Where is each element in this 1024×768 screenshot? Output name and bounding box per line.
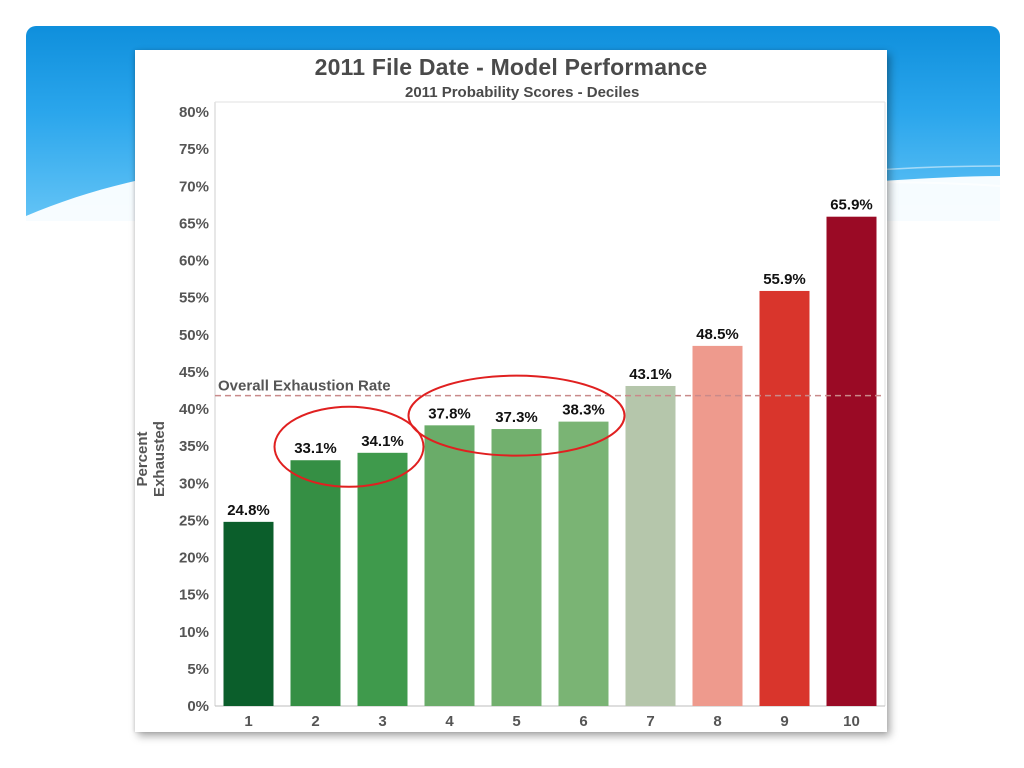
y-tick-label: 40% xyxy=(179,401,209,418)
bar xyxy=(558,421,609,706)
bar-value-label: 55.9% xyxy=(763,271,806,288)
y-tick-label: 30% xyxy=(179,475,209,492)
y-tick-label: 25% xyxy=(179,512,209,529)
y-tick-label: 45% xyxy=(179,364,209,381)
bar-value-label: 24.8% xyxy=(227,502,270,519)
bar-value-label: 37.8% xyxy=(428,405,471,422)
bar xyxy=(625,385,676,706)
y-tick-label: 55% xyxy=(179,290,209,307)
bar xyxy=(223,521,274,706)
y-tick-label: 75% xyxy=(179,141,209,158)
bar xyxy=(357,452,408,706)
y-tick-label: 20% xyxy=(179,550,209,567)
x-tick-label: 2 xyxy=(311,713,319,730)
y-tick-label: 5% xyxy=(187,661,209,678)
bar-value-label: 38.3% xyxy=(562,402,605,419)
y-tick-label: 0% xyxy=(187,698,209,715)
bar xyxy=(759,290,810,706)
highlight-ellipse xyxy=(407,374,626,457)
bar-value-label: 48.5% xyxy=(696,326,739,343)
y-tick-label: 35% xyxy=(179,438,209,455)
bar xyxy=(424,425,475,706)
x-tick-label: 10 xyxy=(843,713,860,730)
x-tick-label: 5 xyxy=(512,713,520,730)
chart-card: 2011 File Date - Model Performance 2011 … xyxy=(134,50,887,732)
bar xyxy=(290,460,341,706)
y-tick-label: 80% xyxy=(179,104,209,121)
x-tick-label: 3 xyxy=(378,713,386,730)
chart-subtitle: 2011 Probability Scores - Deciles xyxy=(405,84,640,101)
y-tick-label: 15% xyxy=(179,587,209,604)
overall-rate-label: Overall Exhaustion Rate xyxy=(218,378,391,395)
x-tick-label: 8 xyxy=(713,713,721,730)
bar xyxy=(491,429,542,706)
x-tick-label: 6 xyxy=(579,713,587,730)
x-tick-label: 1 xyxy=(244,713,252,730)
y-tick-label: 10% xyxy=(179,624,209,641)
bar xyxy=(826,216,877,706)
bar xyxy=(692,345,743,706)
bar-value-label: 37.3% xyxy=(495,409,538,426)
y-tick-label: 60% xyxy=(179,253,209,270)
x-tick-label: 4 xyxy=(445,713,454,730)
chart-title: 2011 File Date - Model Performance xyxy=(314,54,708,80)
highlight-ellipse xyxy=(273,405,425,488)
bar-value-label: 43.1% xyxy=(629,366,672,383)
bar-value-label: 34.1% xyxy=(361,433,404,450)
y-tick-label: 70% xyxy=(179,178,209,195)
bar-value-label: 33.1% xyxy=(294,440,337,457)
y-tick-label: 50% xyxy=(179,327,209,344)
y-tick-label: 65% xyxy=(179,215,209,232)
bar-chart-plot: 0% 5% 10% 15% 20% 25% 30% 35% 40% 45% 50% 55% 60% 65%… xyxy=(179,101,886,730)
bar-value-label: 65.9% xyxy=(830,197,873,214)
x-tick-label: 7 xyxy=(646,713,654,730)
x-tick-label: 9 xyxy=(780,713,788,730)
